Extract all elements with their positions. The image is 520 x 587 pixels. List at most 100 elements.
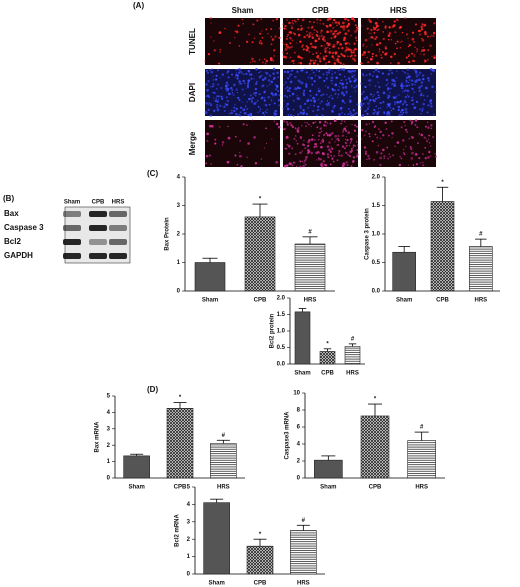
cell-dot xyxy=(341,83,344,86)
cell-dot xyxy=(349,48,353,52)
cell-dot xyxy=(379,130,382,134)
cell-dot xyxy=(398,114,401,117)
cell-dot xyxy=(360,102,362,104)
cell-dot xyxy=(245,87,247,89)
cell-dot xyxy=(286,86,289,89)
cell-dot xyxy=(285,148,288,150)
cell-dot xyxy=(289,122,292,125)
y-tick-label: 1.0 xyxy=(372,232,381,238)
cell-dot xyxy=(380,56,383,59)
cell-dot xyxy=(299,40,302,43)
cell-dot xyxy=(341,120,343,122)
cell-dot xyxy=(315,51,318,55)
cell-dot xyxy=(417,29,421,33)
cell-dot xyxy=(294,87,298,91)
cell-dot xyxy=(417,73,420,76)
y-axis-label: Bcl2 mRNA xyxy=(175,514,181,547)
bar xyxy=(166,407,194,479)
cell-dot xyxy=(313,21,315,24)
cell-dot xyxy=(252,60,254,62)
cell-dot xyxy=(220,86,223,89)
cell-dot xyxy=(413,41,415,43)
cell-dot xyxy=(310,99,313,102)
cell-dot xyxy=(213,97,215,99)
cell-dot xyxy=(331,22,334,24)
cell-dot xyxy=(274,88,278,91)
cell-dot xyxy=(340,52,343,55)
cell-dot xyxy=(238,67,241,71)
cell-dot xyxy=(431,85,434,89)
bar xyxy=(430,201,455,292)
cell-dot xyxy=(242,79,246,83)
cell-dot xyxy=(406,94,409,96)
cell-dot xyxy=(276,71,279,75)
cell-dot xyxy=(237,96,240,100)
cell-dot xyxy=(218,126,221,128)
bar xyxy=(360,415,390,479)
cell-dot xyxy=(319,19,322,22)
cell-dot xyxy=(420,25,424,29)
cell-dot xyxy=(284,48,288,51)
cell-dot xyxy=(307,150,311,153)
cell-dot xyxy=(285,121,289,124)
y-tick-label: 1.5 xyxy=(372,203,381,209)
cell-dot xyxy=(209,154,212,157)
cell-dot xyxy=(240,165,243,168)
blot-band xyxy=(89,225,107,231)
cell-dot xyxy=(418,89,421,92)
cell-dot xyxy=(396,141,400,144)
cell-dot xyxy=(374,22,378,25)
cell-dot xyxy=(408,43,411,47)
cell-dot xyxy=(277,125,281,129)
cell-dot xyxy=(253,60,256,63)
cell-dot xyxy=(413,68,416,71)
cell-dot xyxy=(383,155,386,158)
cell-dot xyxy=(260,158,263,160)
cell-dot xyxy=(300,24,303,27)
cell-dot xyxy=(318,134,321,137)
cell-dot xyxy=(392,154,395,157)
cell-dot xyxy=(249,94,253,97)
cell-dot xyxy=(320,35,323,38)
cell-dot xyxy=(301,44,304,47)
cell-dot xyxy=(375,75,379,79)
cell-dot xyxy=(345,79,347,81)
cell-dot xyxy=(361,53,364,57)
y-tick-label: 5 xyxy=(187,485,191,491)
cell-dot xyxy=(317,37,321,40)
cell-dot xyxy=(434,152,436,155)
cell-dot xyxy=(228,112,231,115)
cell-dot xyxy=(289,80,293,84)
cell-dot xyxy=(417,142,419,144)
cell-dot xyxy=(293,51,296,54)
cell-dot xyxy=(385,78,389,82)
cell-dot xyxy=(332,43,336,47)
cell-dot xyxy=(294,75,297,79)
cell-dot xyxy=(307,107,309,109)
cell-dot xyxy=(283,70,287,74)
cell-dot xyxy=(424,31,427,34)
cell-dot xyxy=(210,70,214,74)
cell-dot xyxy=(217,69,219,72)
cell-dot xyxy=(242,22,244,25)
cell-dot xyxy=(253,78,255,80)
cell-dot xyxy=(382,31,384,33)
cell-dot xyxy=(205,154,209,158)
y-tick-label: 3 xyxy=(107,426,111,432)
cell-dot xyxy=(370,93,373,96)
cell-dot xyxy=(364,152,368,155)
cell-dot xyxy=(301,18,305,22)
row-label: Merge xyxy=(188,131,197,155)
cell-dot xyxy=(334,46,336,48)
cell-dot xyxy=(319,60,322,63)
cell-dot xyxy=(257,100,259,102)
cell-dot xyxy=(273,78,275,80)
cell-dot xyxy=(408,81,410,84)
cell-dot xyxy=(401,40,403,43)
cell-dot xyxy=(286,45,290,48)
x-tick-label: CPB xyxy=(321,371,334,377)
cell-dot xyxy=(352,108,355,112)
cell-dot xyxy=(331,70,334,72)
cell-dot xyxy=(309,59,313,62)
cell-dot xyxy=(337,47,340,50)
